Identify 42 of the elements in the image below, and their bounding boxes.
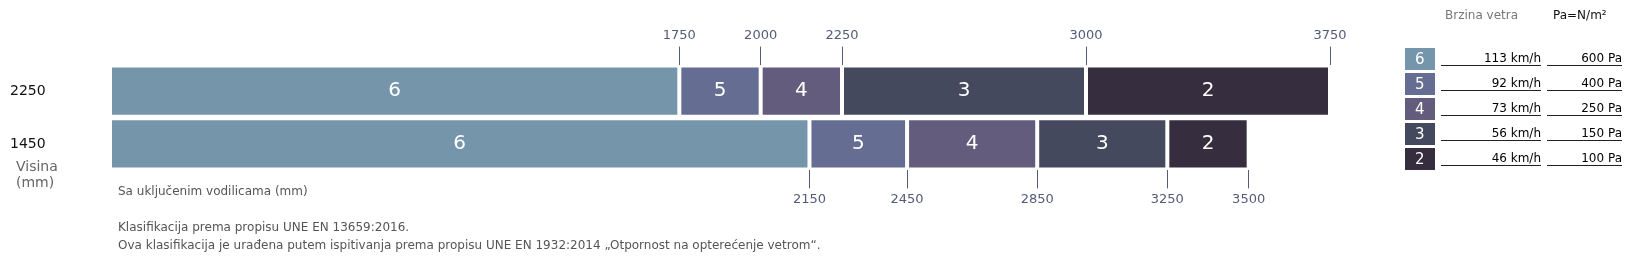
y-axis-title: Visina (mm) (16, 158, 59, 190)
text: 3 (1095, 130, 1109, 155)
text: 2 (1201, 77, 1215, 102)
x2-tick-label: 2250 (825, 27, 859, 43)
text: 400 Pa (1547, 76, 1622, 91)
x-tick-label: 3500 (1232, 190, 1266, 206)
x2-tick-label: 1750 (662, 27, 696, 43)
x-tick-label: 3250 (1150, 190, 1184, 206)
text: 56 km/h (1441, 126, 1541, 141)
text: 92 km/h (1441, 76, 1541, 91)
text: 3 (957, 77, 971, 102)
legend-label: 6 (1412, 48, 1435, 70)
text: Pa=N/m² (1553, 8, 1607, 22)
text: 113 km/h (1441, 51, 1541, 66)
text: 600 Pa (1547, 51, 1622, 66)
text: 4 (965, 130, 979, 155)
x2-tick-label: 3750 (1313, 27, 1347, 43)
text: Klasifikacija prema propisu UNE EN 13659:2016. (118, 220, 410, 234)
x-tick-label: 2850 (1020, 190, 1054, 206)
legend-label: 4 (1412, 98, 1435, 120)
text: 2 (1201, 130, 1215, 155)
x-tick-label: 2150 (792, 190, 827, 206)
x2-tick-label: 3000 (1069, 27, 1103, 43)
y-tick-label: 1450 (10, 134, 46, 151)
text: 150 Pa (1547, 126, 1622, 141)
text: Ova klasifikacija je urađena putem ispitivanja prema propisu UNE EN 1932:2014 „Otpornost na opterećenje vetrom“. (118, 238, 821, 252)
text: 5 (851, 130, 865, 155)
text: 4 (794, 77, 808, 102)
text: 250 Pa (1547, 101, 1622, 116)
x-tick-label: 2450 (890, 190, 924, 206)
legend-label: 2 (1412, 148, 1435, 170)
text: 5 (713, 77, 727, 102)
x-axis-title: Sa uključenim vodilicama (mm) (118, 184, 308, 198)
text: 46 km/h (1441, 151, 1541, 166)
text: 6 (388, 77, 402, 102)
x2-tick-label: 2000 (744, 27, 778, 43)
legend-label: 3 (1412, 123, 1435, 145)
text: 100 Pa (1547, 151, 1622, 166)
legend-label: 5 (1412, 73, 1435, 95)
text: 73 km/h (1441, 101, 1541, 116)
legend-title: Brzina vetra (1445, 8, 1519, 22)
text: 6 (453, 130, 467, 155)
